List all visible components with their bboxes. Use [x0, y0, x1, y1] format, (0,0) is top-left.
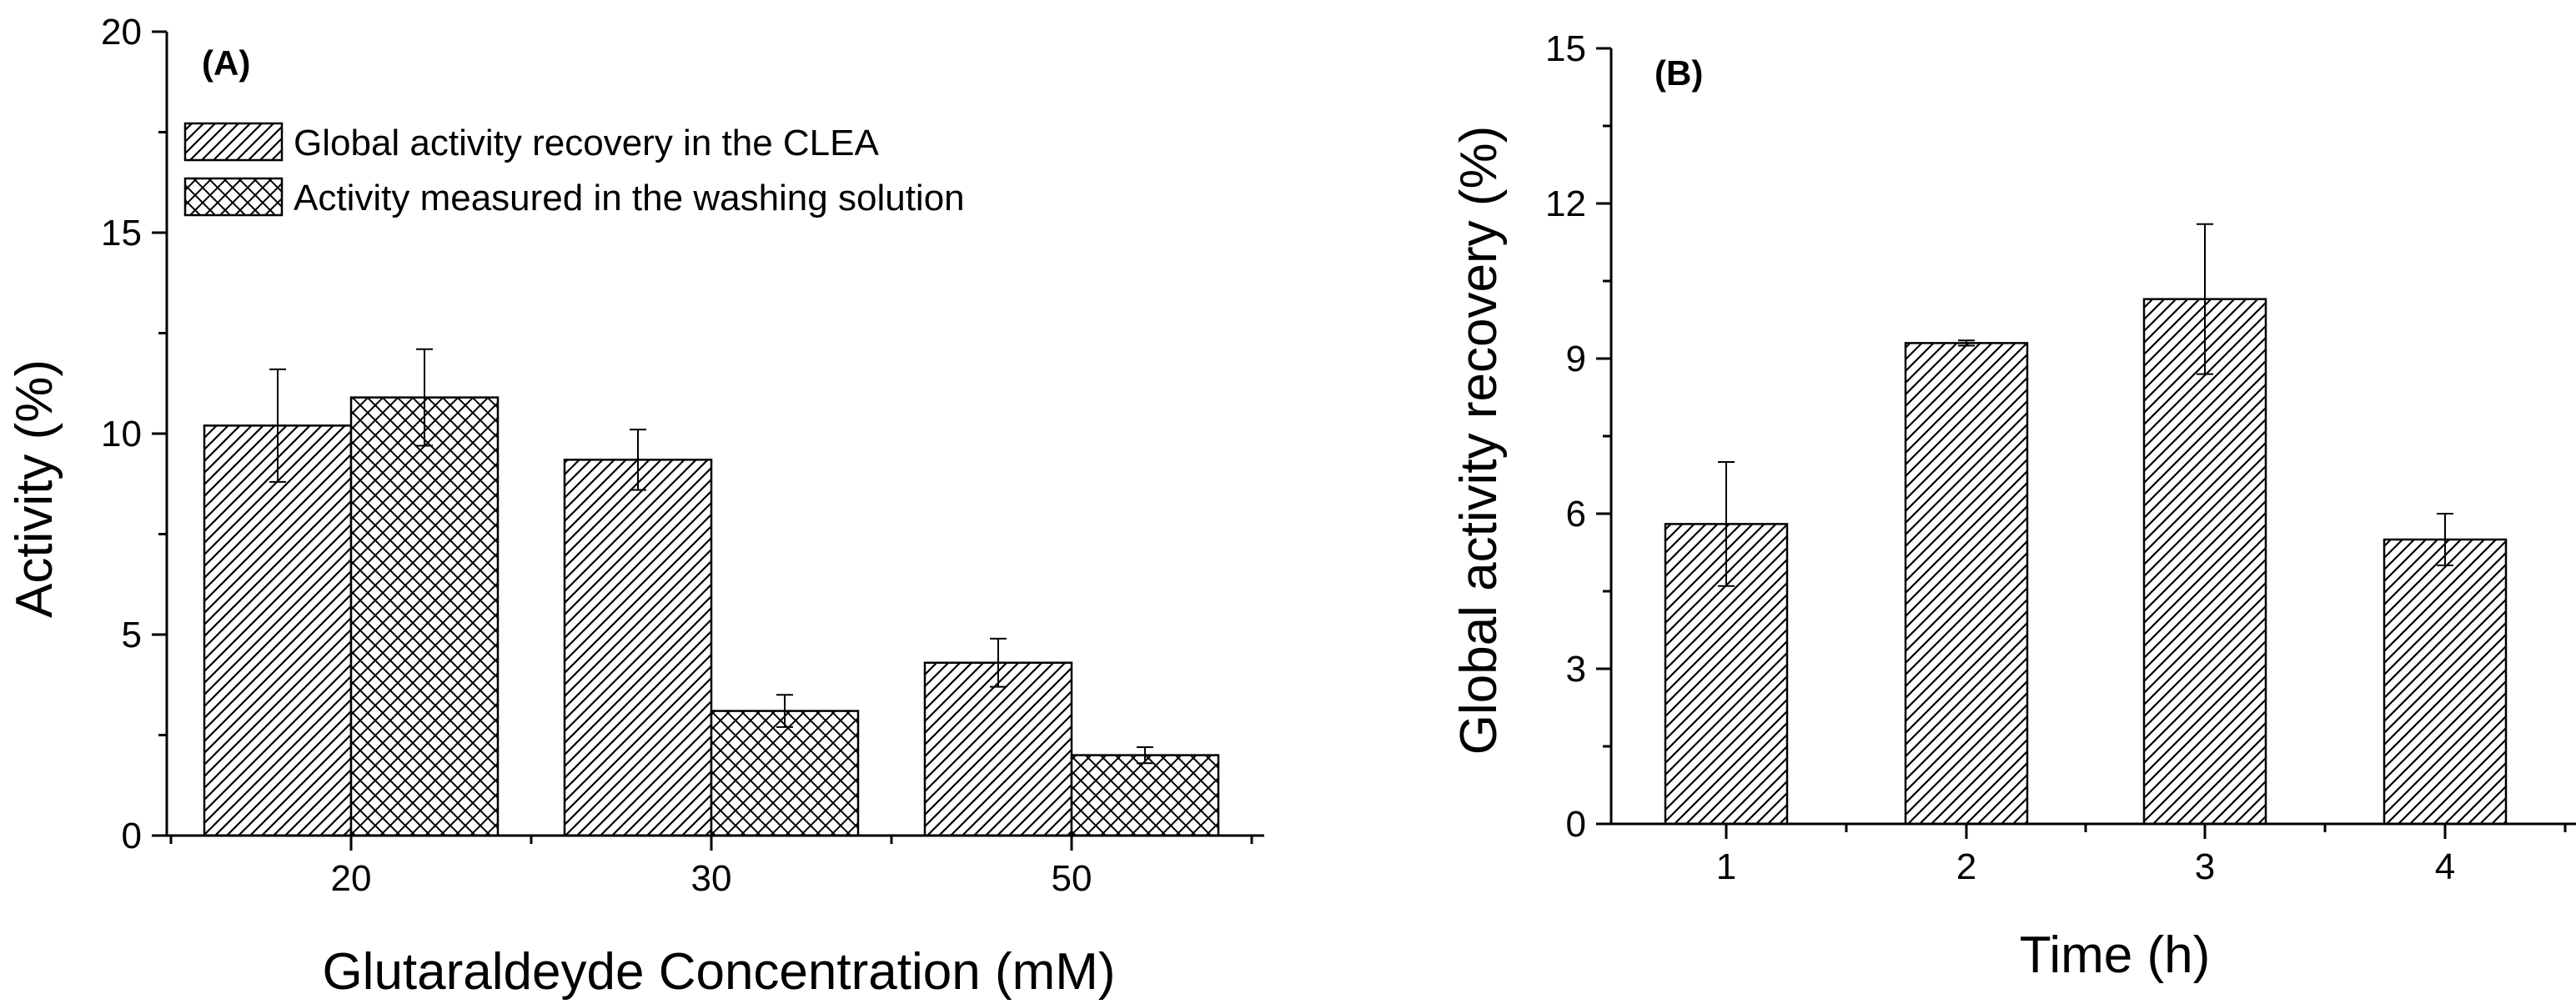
panel-a-axes: 0 5 10 15 20 20 30 50 — [101, 12, 1264, 899]
panel-b-error-bar-s1-3 — [2197, 223, 2213, 375]
panel-a-bar-s2-30 — [710, 710, 860, 837]
panel-a-error-bar-s1-20 — [269, 368, 286, 483]
panel-b-label: (B) — [1655, 53, 1703, 93]
panel-a-error-bar-s1-30 — [630, 429, 646, 491]
legend-label-washing-solution: Activity measured in the washing solutio… — [294, 178, 965, 218]
panel-b-x-tick-label-4: 4 — [2435, 846, 2455, 887]
panel-a-label: (A) — [202, 43, 250, 83]
legend-swatch-washing-solution — [183, 177, 284, 217]
panel-a-error-bar-s2-50 — [1137, 745, 1153, 765]
panel-a-bar-s2-50 — [1070, 754, 1220, 837]
panel-b-error-bar-s1-2 — [1958, 339, 1975, 347]
panel-b-bar-s1-3 — [2142, 298, 2267, 826]
panel-b-bars — [1664, 223, 2508, 826]
panel-a-error-bar-s2-30 — [776, 694, 793, 728]
legend-label-global-activity: Global activity recovery in the CLEA — [294, 123, 880, 163]
panel-a-y-tick-label: 15 — [101, 213, 142, 254]
panel-b-x-axis-title: Time (h) — [2020, 926, 2210, 984]
panel-b-y-tick-label: 0 — [1566, 804, 1586, 845]
panel-b-y-tick-label: 6 — [1566, 494, 1586, 535]
panel-b-error-bar-s1-4 — [2437, 513, 2453, 566]
panel-b-y-tick-label: 12 — [1545, 183, 1586, 224]
panel-a-y-tick-label: 20 — [101, 12, 142, 53]
panel-a-bar-s1-20 — [203, 424, 353, 837]
panel-b-y-tick-label: 15 — [1545, 28, 1586, 69]
panel-b-y-tick-label: 3 — [1566, 649, 1586, 690]
panel-b-y-tick-label: 9 — [1566, 339, 1586, 379]
panel-a-y-tick-label: 10 — [101, 414, 142, 454]
panel-a-y-axis-title: Activity (%) — [6, 359, 63, 618]
panel-b-bar-s1-4 — [2383, 538, 2508, 826]
panel-b-bar-s1-2 — [1904, 342, 2029, 826]
legend-swatch-global-activity — [183, 122, 284, 162]
panel-a-bar-s2-20 — [349, 396, 500, 837]
panel-a: (A) 0 5 10 15 20 20 30 50 Activity (%) Glutaral… — [6, 12, 1264, 1001]
panel-a-bar-s1-30 — [563, 459, 713, 837]
panel-b-x-tick-label-3: 3 — [2195, 846, 2215, 887]
panel-b-error-bar-s1-1 — [1718, 461, 1735, 587]
panel-b-x-tick-label-1: 1 — [1716, 846, 1736, 887]
panel-a-x-tick-label-50: 50 — [1052, 858, 1092, 899]
panel-a-y-tick-label: 0 — [122, 816, 142, 856]
panel-a-x-axis-title: Glutaraldeyde Concentration (mM) — [322, 943, 1115, 1001]
panel-b-y-axis-title: Global activity recovery (%) — [1450, 126, 1508, 756]
panel-a-bars — [203, 348, 1220, 837]
panel-a-error-bar-s1-50 — [990, 637, 1007, 688]
panel-a-error-bar-s2-20 — [416, 348, 433, 447]
panel-a-x-tick-label-20: 20 — [331, 858, 372, 899]
panel-b-x-tick-label-2: 2 — [1956, 846, 1976, 887]
panel-a-x-tick-label-30: 30 — [691, 858, 732, 899]
panel-a-bar-s1-50 — [923, 661, 1073, 837]
panel-a-legend: Global activity recovery in the CLEA Act… — [183, 122, 965, 218]
panel-a-y-tick-label: 5 — [122, 615, 142, 655]
